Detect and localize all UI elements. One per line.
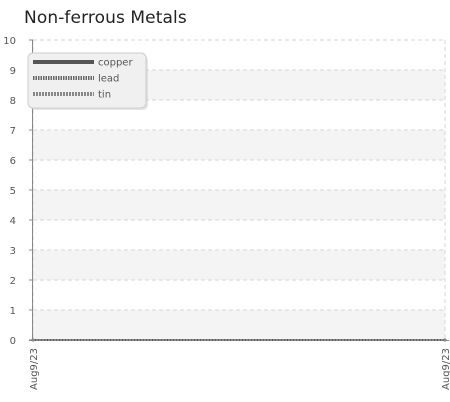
legend-label-lead: lead: [98, 74, 119, 85]
legend-label-copper: copper: [98, 58, 133, 69]
y-tick-label: 1: [10, 306, 16, 317]
y-axis-ticks: 0 1 2 3 4 5 6 7 8 9 10: [3, 36, 33, 347]
data-point-tin: [443, 338, 447, 342]
y-tick-label: 2: [10, 276, 16, 287]
y-tick-label: 8: [10, 96, 16, 107]
chart-title: Non-ferrous Metals: [24, 8, 187, 28]
y-tick-label: 5: [10, 186, 16, 197]
data-point-tin: [31, 338, 35, 342]
legend-label-tin: tin: [98, 90, 111, 101]
plot-bands: [33, 70, 445, 340]
plot-band: [33, 130, 445, 160]
series-lines: [31, 338, 447, 342]
y-tick-label: 3: [10, 246, 16, 257]
legend: copper lead tin: [27, 52, 148, 110]
y-tick-label: 10: [3, 36, 16, 47]
plot-band: [33, 310, 445, 340]
y-tick-label: 7: [10, 126, 16, 137]
x-tick-label: Aug9/23: [441, 348, 450, 390]
plot-band: [33, 190, 445, 220]
y-tick-label: 9: [10, 66, 16, 77]
y-tick-label: 0: [10, 336, 16, 347]
y-tick-label: 6: [10, 156, 16, 167]
x-axis-ticks: Aug9/23 Aug9/23: [29, 348, 450, 390]
x-tick-label: Aug9/23: [29, 348, 40, 390]
grid-lines: [32, 39, 446, 340]
plot-band: [33, 250, 445, 280]
y-tick-label: 4: [10, 216, 16, 227]
